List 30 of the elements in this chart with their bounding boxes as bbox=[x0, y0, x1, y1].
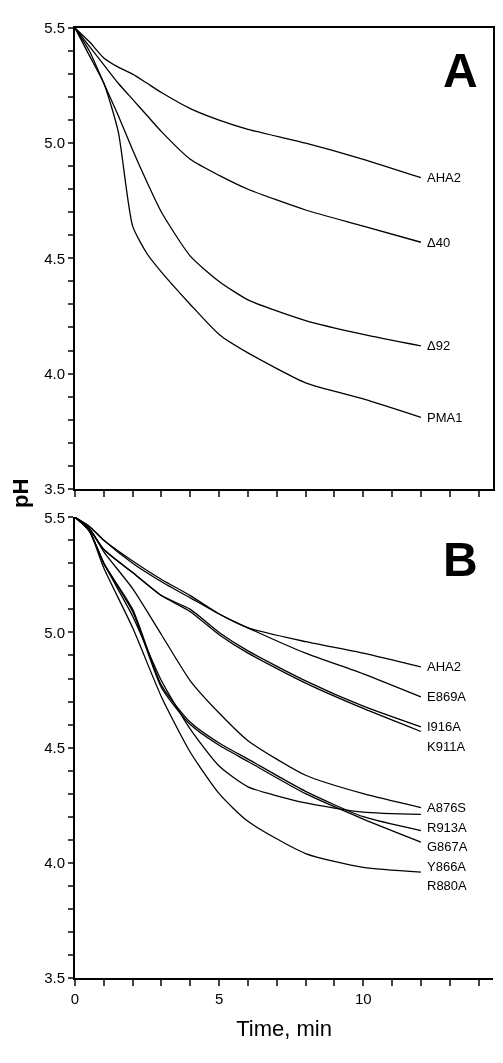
series-label: R880A bbox=[427, 878, 468, 893]
series-label: K911A bbox=[427, 739, 466, 754]
y-tick-label: 5.0 bbox=[44, 134, 65, 152]
y-tick-label: 3.5 bbox=[44, 969, 65, 987]
series-label: Y866A bbox=[427, 859, 467, 874]
y-tick-label: 5.0 bbox=[44, 623, 65, 641]
y-tick-label: 5.5 bbox=[44, 508, 65, 526]
series-label: AHA2 bbox=[427, 659, 461, 674]
x-tick-label: 0 bbox=[70, 990, 80, 1007]
series-label: AHA2 bbox=[427, 170, 461, 185]
x-tick-label: 5 bbox=[214, 990, 224, 1007]
y-tick-label: 4.5 bbox=[44, 738, 65, 756]
series-label: Δ40 bbox=[427, 235, 451, 250]
annotation: A bbox=[443, 44, 478, 97]
series-label: Δ92 bbox=[427, 338, 451, 353]
y-tick-label: 4.5 bbox=[44, 249, 65, 267]
series-label: A876S bbox=[427, 800, 467, 815]
y-tick-label: 4.0 bbox=[44, 854, 65, 872]
y-tick-label: 5.5 bbox=[44, 19, 65, 37]
x-axis-title: Time, min bbox=[236, 1016, 332, 1042]
annotation: B bbox=[443, 533, 478, 586]
y-tick-label: 3.5 bbox=[44, 480, 65, 497]
series-label: R913A bbox=[427, 820, 468, 835]
series-label: I916A bbox=[427, 719, 462, 734]
y-axis-title: pH bbox=[8, 478, 33, 508]
series-label: E869A bbox=[427, 689, 467, 704]
series-label: G867A bbox=[427, 839, 468, 854]
y-tick-label: 4.0 bbox=[44, 364, 65, 382]
x-tick-label: 10 bbox=[354, 990, 372, 1007]
series-label: PMA1 bbox=[427, 410, 463, 425]
